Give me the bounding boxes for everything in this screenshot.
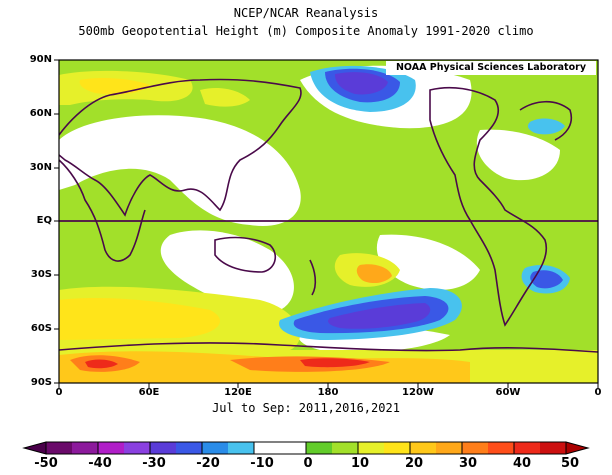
colorbar-label: -20 <box>196 456 220 471</box>
lat-label-90n: 90N <box>29 54 52 65</box>
lat-label-eq: EQ <box>36 215 52 226</box>
lat-label-60s: 60S <box>30 323 52 334</box>
lat-label-30n: 30N <box>29 162 52 173</box>
credit-label: NOAA Physical Sciences Laboratory <box>386 61 596 75</box>
colorbar-label: -10 <box>250 456 274 471</box>
colorbar-over-arrow <box>565 441 590 455</box>
colorbar-swatch <box>384 442 411 454</box>
colorbar-swatch <box>202 442 229 454</box>
map-title: NCEP/NCAR Reanalysis <box>233 6 379 20</box>
lon-label-0-left: 0 <box>55 387 63 398</box>
lat-label-60n: 60N <box>29 108 52 119</box>
colorbar-swatch <box>46 442 73 454</box>
coastlines <box>59 78 598 353</box>
colorbar-swatch <box>488 442 515 454</box>
colorbar-label: 20 <box>404 456 424 471</box>
lon-label-180: 180 <box>317 387 339 398</box>
colorbar-swatch <box>332 442 359 454</box>
colorbar-swatch <box>98 442 125 454</box>
colorbar-under-arrow <box>22 441 47 455</box>
colorbar-swatch <box>280 442 307 454</box>
colorbar-swatch <box>436 442 463 454</box>
colorbar-label: 40 <box>512 456 532 471</box>
colorbar-label: -30 <box>142 456 166 471</box>
colorbar-swatch <box>176 442 203 454</box>
lon-label-120e: 120E <box>224 387 252 398</box>
colorbar-swatch <box>410 442 437 454</box>
map-subtitle: 500mb Geopotential Height (m) Composite … <box>78 24 534 38</box>
anomaly-field <box>59 60 598 383</box>
colorbar-label: 50 <box>560 456 580 471</box>
lat-label-30s: 30S <box>30 269 52 280</box>
colorbar-swatch <box>72 442 99 454</box>
colorbar-swatch <box>124 442 151 454</box>
composite-period: Jul to Sep: 2011,2016,2021 <box>212 401 400 415</box>
colorbar-label: 0 <box>303 456 313 471</box>
lon-label-0-right: 0 <box>594 387 602 398</box>
colorbar-swatch <box>254 442 281 454</box>
colorbar <box>22 441 590 455</box>
colorbar-label: 30 <box>458 456 478 471</box>
lat-label-90s: 90S <box>30 377 52 388</box>
colorbar-swatch <box>462 442 489 454</box>
colorbar-label: -50 <box>34 456 58 471</box>
colorbar-swatch <box>514 442 541 454</box>
colorbar-swatch <box>150 442 177 454</box>
lon-label-60w: 60W <box>495 387 521 398</box>
colorbar-swatch <box>228 442 255 454</box>
lon-label-60e: 60E <box>138 387 160 398</box>
lon-label-120w: 120W <box>402 387 434 398</box>
colorbar-swatch <box>358 442 385 454</box>
colorbar-swatch <box>540 442 567 454</box>
colorbar-label: -40 <box>88 456 112 471</box>
colorbar-label: 10 <box>350 456 370 471</box>
axis-ticks <box>54 59 599 388</box>
colorbar-swatch <box>306 442 333 454</box>
